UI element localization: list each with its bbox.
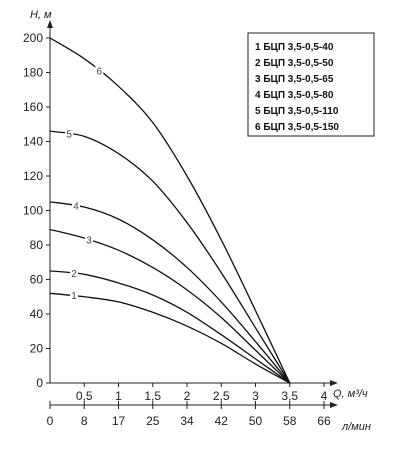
curve-label-bg [69,289,78,301]
y-tick-label: 160 [23,100,43,114]
curves: 1 2 3 4 5 6 [49,37,291,384]
curve-label-4: 4 [73,201,79,212]
y-tick-label: 80 [30,238,44,252]
y-axis-title: H, м [30,9,52,21]
x-tick-label: 2,5 [213,389,230,403]
curve-label-bg [65,128,74,140]
x2-axis-title: л/мин [341,421,371,433]
curve-label-6: 6 [97,66,103,77]
y-tick-label: 20 [30,342,44,356]
y-tick-label: 0 [36,376,43,390]
y-tick-label: 60 [30,273,44,287]
curve-label-bg [85,233,94,245]
curve-label-bg [95,64,104,76]
x2-tick-label: 17 [112,414,126,428]
curve-4 [49,201,291,384]
x-tick-label: 4 [321,389,328,403]
legend-entry-5: 5 БЦП 3,5-0,5-110 [255,106,339,117]
legend-entry-4: 4 БЦП 3,5-0,5-80 [255,90,334,101]
legend-entry-6: 6 БЦП 3,5-0,5-150 [255,122,339,133]
x-tick-label: 1 [115,389,122,403]
curve-label-1: 1 [71,291,77,302]
x2-tick-label: 42 [215,414,229,428]
x-axis-arrow [330,380,338,386]
x-tick-label: 0,5 [76,389,93,403]
legend-entry-1: 1 БЦП 3,5-0,5-40 [255,42,334,53]
y-tick-label: 40 [30,307,44,321]
x2-tick-label: 58 [283,414,297,428]
y-tick-label: 140 [23,135,43,149]
curve-label-3: 3 [86,235,92,246]
legend-box [247,32,375,137]
x2-tick-label: 25 [146,414,160,428]
y-tick-label: 120 [23,169,43,183]
x-axis-title: Q, м³/ч [333,388,368,400]
legend-entry-3: 3 БЦП 3,5-0,5-65 [255,74,334,85]
curve-2 [49,270,291,384]
x2-axis-arrow [330,402,338,408]
y-axis-arrow [47,20,53,28]
y-tick-label: 200 [23,31,43,45]
x2-tick-label: 34 [180,414,194,428]
x-tick-label: 2 [184,389,191,403]
curve-label-5: 5 [66,130,72,141]
legend-entry-2: 2 БЦП 3,5-0,5-50 [255,58,334,69]
y-tick-label: 180 [23,66,43,80]
legend: 1 БЦП 3,5-0,5-40 2 БЦП 3,5-0,5-50 3 БЦП 3,… [247,32,375,137]
x-tick-label: 3,5 [281,389,298,403]
x2-tick-label: 50 [249,414,263,428]
curve-label-bg [72,199,81,211]
x-tick-label: 1,5 [144,389,161,403]
x-tick-label: 3 [252,389,259,403]
curve-1 [49,292,291,384]
x2-tick-label: 8 [81,414,88,428]
curve-6 [49,37,291,384]
curve-5 [49,130,291,384]
x2-tick-label: 66 [317,414,331,428]
curve-label-2: 2 [71,269,77,280]
curve-label-bg [69,267,78,279]
x2-tick-label: 0 [47,414,54,428]
y-tick-label: 100 [23,204,43,218]
